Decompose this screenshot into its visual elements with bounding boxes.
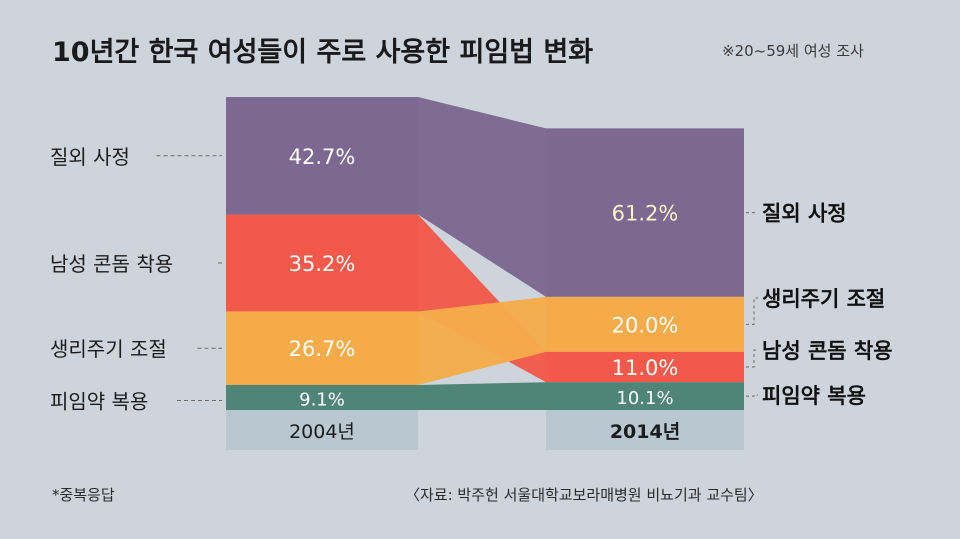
bar-2014-condom: [546, 351, 744, 383]
bar-2014-withdrawal: [546, 128, 744, 297]
right-leader-condom: [746, 349, 758, 368]
bar-2004-condom: [226, 214, 418, 312]
value-label-0-pill: 9.1%: [299, 389, 345, 410]
right-label-cycle: 생리주기 조절: [762, 287, 885, 311]
bar-2014-pill: [546, 382, 744, 410]
right-label-condom: 남성 콘돔 착용: [762, 339, 893, 363]
value-label-1-condom: 11.0%: [612, 356, 679, 380]
flow-band-cycle: [418, 296, 546, 385]
source-credit: 〈자료: 박주헌 서울대학교보라매병원 비뇨기과 교수팀〉: [405, 486, 763, 504]
left-label-cycle: 생리주기 조절: [50, 337, 167, 361]
value-label-0-condom: 35.2%: [289, 252, 356, 276]
bar-2004-cycle: [226, 311, 418, 385]
bar-2014-cycle: [546, 296, 744, 352]
year-label-0: 2004년: [289, 421, 355, 443]
footnote: *중복응답: [52, 486, 115, 504]
left-label-condom: 남성 콘돔 착용: [50, 252, 173, 276]
right-leader-pill: [746, 394, 758, 397]
right-label-withdrawal: 질외 사정: [762, 202, 847, 226]
value-label-0-cycle: 26.7%: [289, 337, 356, 361]
year-box-1: [546, 410, 744, 450]
year-label-1: 2014년: [610, 421, 680, 443]
value-label-1-cycle: 20.0%: [612, 313, 679, 337]
bar-2004-withdrawal: [226, 97, 418, 215]
value-label-0-withdrawal: 42.7%: [289, 145, 356, 169]
value-label-1-pill: 10.1%: [616, 388, 673, 409]
value-label-1-withdrawal: 61.2%: [612, 202, 679, 226]
survey-note: ※20~59세 여성 조사: [722, 42, 864, 60]
year-box-0: [226, 410, 418, 450]
chart-title: 10년간 한국 여성들이 주로 사용한 피임법 변화: [52, 37, 594, 68]
left-label-pill: 피임약 복용: [50, 389, 148, 413]
bar-2004-pill: [226, 384, 418, 410]
flow-band-withdrawal: [418, 97, 546, 297]
right-leader-cycle: [746, 297, 758, 325]
right-label-pill: 피임약 복용: [762, 384, 866, 408]
left-label-withdrawal: 질외 사정: [50, 145, 130, 169]
flow-band-pill: [418, 382, 546, 410]
